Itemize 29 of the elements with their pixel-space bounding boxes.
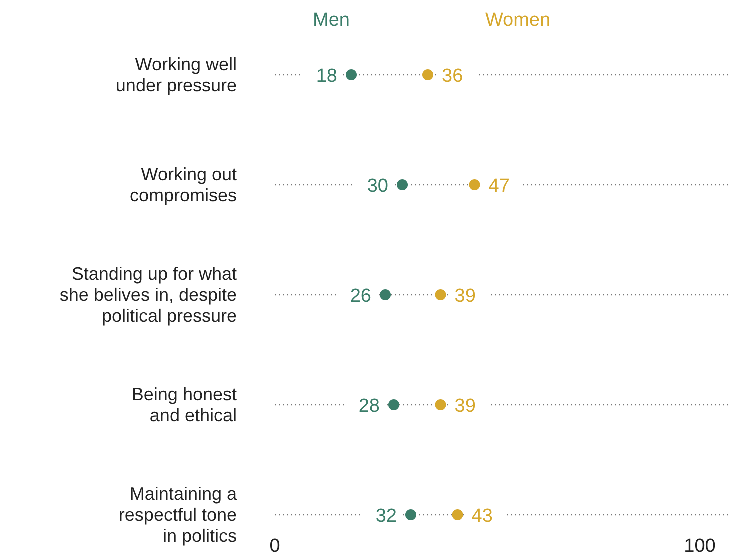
point bbox=[435, 400, 446, 410]
data-label: 36 bbox=[442, 66, 464, 87]
data-label: 26 bbox=[350, 286, 372, 307]
data-label: 43 bbox=[472, 506, 493, 527]
y-tick-label: Working out compromises bbox=[130, 164, 237, 206]
point bbox=[406, 510, 416, 520]
y-tick-label: Maintaining a respectful tone in politics bbox=[118, 484, 238, 546]
point bbox=[435, 290, 446, 300]
data-label: 47 bbox=[488, 176, 510, 197]
x-tick-label: 0 bbox=[270, 536, 280, 557]
data-label: 39 bbox=[454, 396, 476, 417]
point bbox=[397, 180, 408, 190]
point bbox=[380, 290, 391, 300]
data-label: 18 bbox=[316, 66, 338, 87]
text: Women bbox=[485, 10, 551, 31]
data-label: 30 bbox=[367, 176, 388, 197]
point bbox=[469, 180, 480, 190]
data-label: 32 bbox=[376, 506, 397, 527]
text: Men bbox=[313, 10, 350, 31]
point bbox=[452, 510, 464, 520]
data-label: 39 bbox=[454, 286, 476, 307]
y-tick-label: Standing up for what she belives in, despite political pressure bbox=[60, 264, 237, 326]
y-tick-label: Working well under pressure bbox=[116, 54, 237, 96]
point bbox=[388, 400, 400, 410]
x-tick-label: 100 bbox=[684, 536, 716, 557]
y-tick-label: Being honest and ethical bbox=[132, 384, 237, 426]
data-label: 28 bbox=[358, 396, 380, 417]
point bbox=[346, 70, 357, 80]
point bbox=[422, 70, 434, 80]
